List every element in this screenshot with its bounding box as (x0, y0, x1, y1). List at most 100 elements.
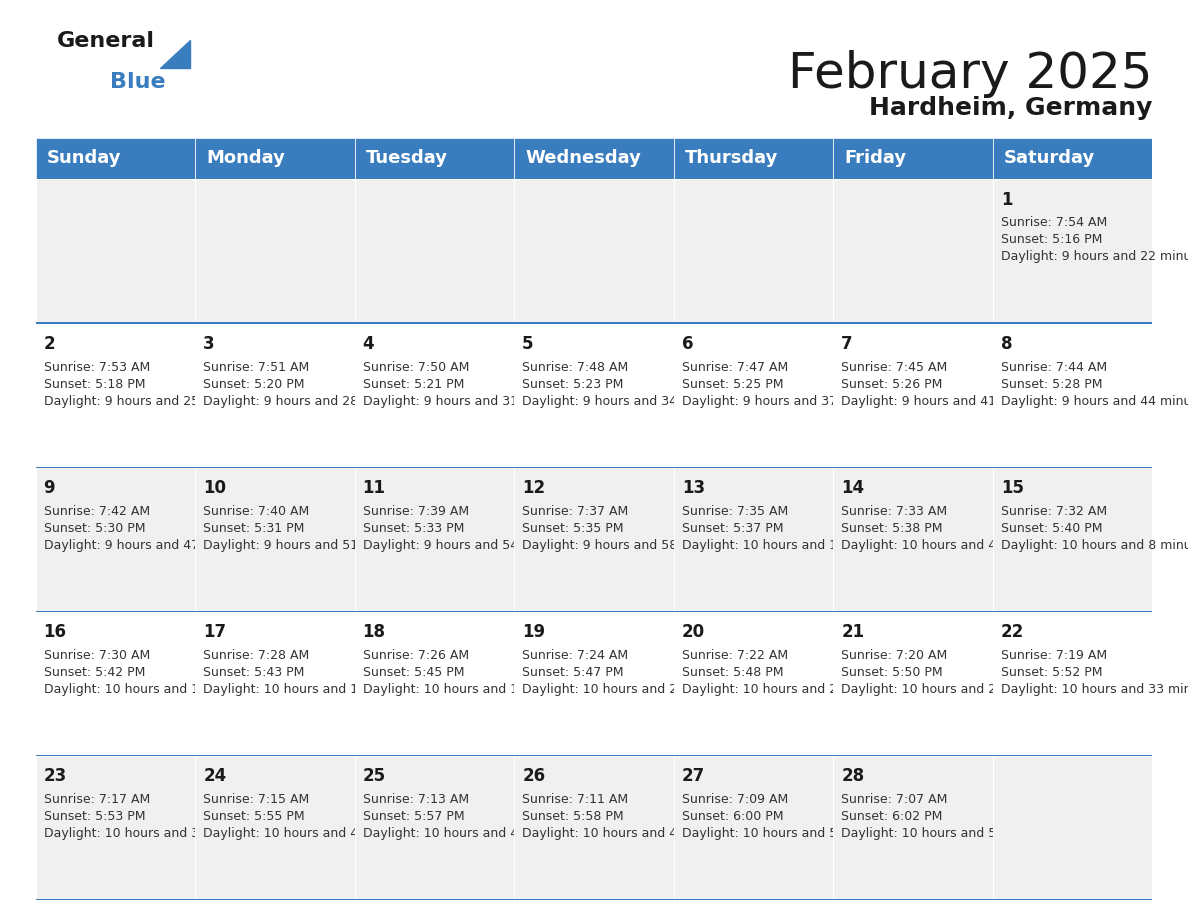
Text: Sunrise: 7:35 AM
Sunset: 5:37 PM
Daylight: 10 hours and 1 minute.: Sunrise: 7:35 AM Sunset: 5:37 PM Dayligh… (682, 505, 889, 552)
FancyBboxPatch shape (36, 323, 195, 467)
Text: Wednesday: Wednesday (525, 150, 642, 167)
Text: 25: 25 (362, 767, 386, 785)
Text: 11: 11 (362, 479, 386, 497)
FancyBboxPatch shape (195, 467, 355, 611)
Text: Sunrise: 7:28 AM
Sunset: 5:43 PM
Daylight: 10 hours and 15 minutes.: Sunrise: 7:28 AM Sunset: 5:43 PM Dayligh… (203, 649, 425, 696)
Text: Sunrise: 7:09 AM
Sunset: 6:00 PM
Daylight: 10 hours and 51 minutes.: Sunrise: 7:09 AM Sunset: 6:00 PM Dayligh… (682, 793, 903, 840)
FancyBboxPatch shape (993, 323, 1152, 467)
Text: 5: 5 (523, 335, 533, 353)
FancyBboxPatch shape (36, 899, 1152, 901)
FancyBboxPatch shape (993, 611, 1152, 756)
Text: 14: 14 (841, 479, 865, 497)
FancyBboxPatch shape (195, 756, 355, 900)
FancyBboxPatch shape (195, 138, 355, 179)
Text: Monday: Monday (207, 150, 285, 167)
Text: 20: 20 (682, 623, 704, 641)
Text: 24: 24 (203, 767, 227, 785)
Text: Sunrise: 7:30 AM
Sunset: 5:42 PM
Daylight: 10 hours and 11 minutes.: Sunrise: 7:30 AM Sunset: 5:42 PM Dayligh… (44, 649, 265, 696)
FancyBboxPatch shape (993, 756, 1152, 900)
Text: 9: 9 (44, 479, 55, 497)
Text: 6: 6 (682, 335, 694, 353)
FancyBboxPatch shape (195, 611, 355, 756)
Text: Sunrise: 7:39 AM
Sunset: 5:33 PM
Daylight: 9 hours and 54 minutes.: Sunrise: 7:39 AM Sunset: 5:33 PM Dayligh… (362, 505, 576, 552)
FancyBboxPatch shape (514, 179, 674, 323)
Text: Sunrise: 7:07 AM
Sunset: 6:02 PM
Daylight: 10 hours and 54 minutes.: Sunrise: 7:07 AM Sunset: 6:02 PM Dayligh… (841, 793, 1063, 840)
FancyBboxPatch shape (355, 323, 514, 467)
Text: Sunrise: 7:42 AM
Sunset: 5:30 PM
Daylight: 9 hours and 47 minutes.: Sunrise: 7:42 AM Sunset: 5:30 PM Dayligh… (44, 505, 258, 552)
Text: Sunrise: 7:37 AM
Sunset: 5:35 PM
Daylight: 9 hours and 58 minutes.: Sunrise: 7:37 AM Sunset: 5:35 PM Dayligh… (523, 505, 735, 552)
FancyBboxPatch shape (36, 611, 195, 756)
Text: 10: 10 (203, 479, 226, 497)
Text: Sunrise: 7:40 AM
Sunset: 5:31 PM
Daylight: 9 hours and 51 minutes.: Sunrise: 7:40 AM Sunset: 5:31 PM Dayligh… (203, 505, 417, 552)
Text: 26: 26 (523, 767, 545, 785)
FancyBboxPatch shape (674, 138, 833, 179)
FancyBboxPatch shape (36, 322, 1152, 324)
FancyBboxPatch shape (36, 610, 1152, 612)
Text: Sunrise: 7:50 AM
Sunset: 5:21 PM
Daylight: 9 hours and 31 minutes.: Sunrise: 7:50 AM Sunset: 5:21 PM Dayligh… (362, 361, 576, 408)
FancyBboxPatch shape (674, 467, 833, 611)
Text: Sunrise: 7:22 AM
Sunset: 5:48 PM
Daylight: 10 hours and 25 minutes.: Sunrise: 7:22 AM Sunset: 5:48 PM Dayligh… (682, 649, 903, 696)
FancyBboxPatch shape (36, 756, 195, 900)
Text: 28: 28 (841, 767, 865, 785)
FancyBboxPatch shape (833, 179, 993, 323)
Text: 12: 12 (523, 479, 545, 497)
Text: Sunrise: 7:48 AM
Sunset: 5:23 PM
Daylight: 9 hours and 34 minutes.: Sunrise: 7:48 AM Sunset: 5:23 PM Dayligh… (523, 361, 735, 408)
Text: Sunrise: 7:11 AM
Sunset: 5:58 PM
Daylight: 10 hours and 47 minutes.: Sunrise: 7:11 AM Sunset: 5:58 PM Dayligh… (523, 793, 744, 840)
FancyBboxPatch shape (514, 611, 674, 756)
FancyBboxPatch shape (36, 755, 1152, 756)
Text: 27: 27 (682, 767, 704, 785)
FancyBboxPatch shape (36, 179, 195, 323)
FancyBboxPatch shape (355, 756, 514, 900)
FancyBboxPatch shape (514, 138, 674, 179)
Text: 3: 3 (203, 335, 215, 353)
FancyBboxPatch shape (195, 179, 355, 323)
Text: 4: 4 (362, 335, 374, 353)
Text: Sunrise: 7:13 AM
Sunset: 5:57 PM
Daylight: 10 hours and 43 minutes.: Sunrise: 7:13 AM Sunset: 5:57 PM Dayligh… (362, 793, 584, 840)
Text: February 2025: February 2025 (788, 50, 1152, 98)
FancyBboxPatch shape (674, 323, 833, 467)
Text: Sunrise: 7:15 AM
Sunset: 5:55 PM
Daylight: 10 hours and 40 minutes.: Sunrise: 7:15 AM Sunset: 5:55 PM Dayligh… (203, 793, 425, 840)
Text: 15: 15 (1000, 479, 1024, 497)
FancyBboxPatch shape (355, 138, 514, 179)
FancyBboxPatch shape (833, 138, 993, 179)
Text: Thursday: Thursday (685, 150, 778, 167)
Text: 22: 22 (1000, 623, 1024, 641)
Text: Sunrise: 7:32 AM
Sunset: 5:40 PM
Daylight: 10 hours and 8 minutes.: Sunrise: 7:32 AM Sunset: 5:40 PM Dayligh… (1000, 505, 1188, 552)
Text: General: General (57, 31, 154, 51)
Text: 21: 21 (841, 623, 865, 641)
Text: Sunrise: 7:45 AM
Sunset: 5:26 PM
Daylight: 9 hours and 41 minutes.: Sunrise: 7:45 AM Sunset: 5:26 PM Dayligh… (841, 361, 1055, 408)
Text: Sunrise: 7:26 AM
Sunset: 5:45 PM
Daylight: 10 hours and 18 minutes.: Sunrise: 7:26 AM Sunset: 5:45 PM Dayligh… (362, 649, 584, 696)
FancyBboxPatch shape (514, 467, 674, 611)
Text: Sunday: Sunday (46, 150, 121, 167)
Text: Sunrise: 7:51 AM
Sunset: 5:20 PM
Daylight: 9 hours and 28 minutes.: Sunrise: 7:51 AM Sunset: 5:20 PM Dayligh… (203, 361, 417, 408)
Text: Sunrise: 7:54 AM
Sunset: 5:16 PM
Daylight: 9 hours and 22 minutes.: Sunrise: 7:54 AM Sunset: 5:16 PM Dayligh… (1000, 217, 1188, 263)
Text: 13: 13 (682, 479, 704, 497)
Text: Sunrise: 7:33 AM
Sunset: 5:38 PM
Daylight: 10 hours and 4 minutes.: Sunrise: 7:33 AM Sunset: 5:38 PM Dayligh… (841, 505, 1055, 552)
FancyBboxPatch shape (674, 756, 833, 900)
FancyBboxPatch shape (36, 466, 1152, 468)
FancyBboxPatch shape (355, 611, 514, 756)
FancyBboxPatch shape (674, 611, 833, 756)
FancyBboxPatch shape (833, 611, 993, 756)
FancyBboxPatch shape (36, 138, 195, 179)
Text: 23: 23 (44, 767, 67, 785)
Text: 19: 19 (523, 623, 545, 641)
FancyBboxPatch shape (195, 323, 355, 467)
FancyBboxPatch shape (833, 756, 993, 900)
Text: 2: 2 (44, 335, 55, 353)
Text: Saturday: Saturday (1004, 150, 1095, 167)
Polygon shape (159, 40, 190, 68)
Text: 8: 8 (1000, 335, 1012, 353)
FancyBboxPatch shape (993, 138, 1152, 179)
FancyBboxPatch shape (514, 756, 674, 900)
FancyBboxPatch shape (833, 323, 993, 467)
Text: Sunrise: 7:44 AM
Sunset: 5:28 PM
Daylight: 9 hours and 44 minutes.: Sunrise: 7:44 AM Sunset: 5:28 PM Dayligh… (1000, 361, 1188, 408)
Text: Sunrise: 7:24 AM
Sunset: 5:47 PM
Daylight: 10 hours and 22 minutes.: Sunrise: 7:24 AM Sunset: 5:47 PM Dayligh… (523, 649, 744, 696)
FancyBboxPatch shape (833, 467, 993, 611)
FancyBboxPatch shape (36, 467, 195, 611)
Text: Sunrise: 7:17 AM
Sunset: 5:53 PM
Daylight: 10 hours and 36 minutes.: Sunrise: 7:17 AM Sunset: 5:53 PM Dayligh… (44, 793, 265, 840)
Text: Sunrise: 7:20 AM
Sunset: 5:50 PM
Daylight: 10 hours and 29 minutes.: Sunrise: 7:20 AM Sunset: 5:50 PM Dayligh… (841, 649, 1063, 696)
Text: Sunrise: 7:47 AM
Sunset: 5:25 PM
Daylight: 9 hours and 37 minutes.: Sunrise: 7:47 AM Sunset: 5:25 PM Dayligh… (682, 361, 896, 408)
Text: Sunrise: 7:53 AM
Sunset: 5:18 PM
Daylight: 9 hours and 25 minutes.: Sunrise: 7:53 AM Sunset: 5:18 PM Dayligh… (44, 361, 258, 408)
Text: 1: 1 (1000, 191, 1012, 208)
